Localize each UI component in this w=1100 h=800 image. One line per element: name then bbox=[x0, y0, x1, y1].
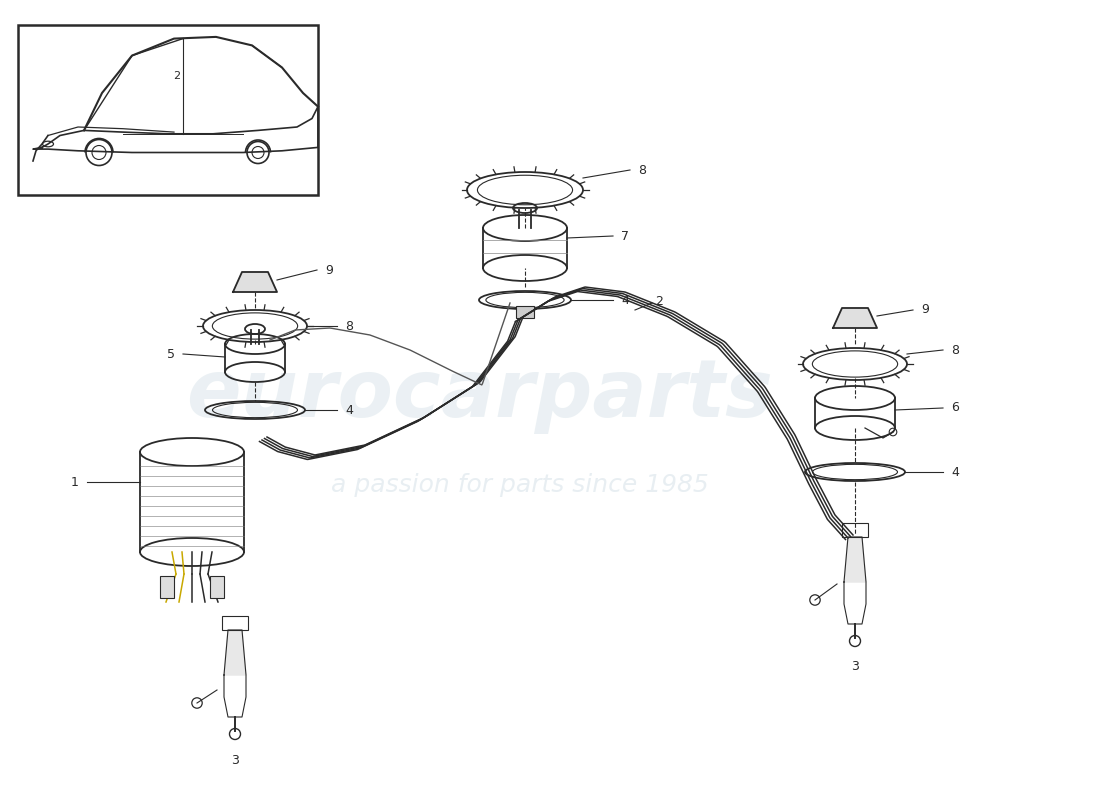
Polygon shape bbox=[844, 537, 866, 582]
Text: 8: 8 bbox=[638, 163, 646, 177]
Polygon shape bbox=[233, 272, 277, 292]
Text: 3: 3 bbox=[231, 754, 239, 766]
Text: 9: 9 bbox=[921, 303, 928, 317]
Text: 6: 6 bbox=[952, 402, 959, 414]
Bar bbox=[210, 576, 224, 598]
Bar bbox=[18, 25, 318, 195]
Text: 2: 2 bbox=[174, 71, 180, 81]
Text: 3: 3 bbox=[851, 661, 859, 674]
Bar bbox=[516, 306, 534, 318]
Bar bbox=[222, 616, 248, 630]
Text: 7: 7 bbox=[621, 230, 629, 242]
Text: eurocarparts: eurocarparts bbox=[187, 356, 773, 434]
Text: 4: 4 bbox=[621, 294, 629, 306]
Polygon shape bbox=[833, 308, 877, 328]
Text: 8: 8 bbox=[345, 319, 353, 333]
Text: 1: 1 bbox=[72, 475, 79, 489]
Text: 8: 8 bbox=[952, 343, 959, 357]
Polygon shape bbox=[224, 630, 246, 675]
Bar bbox=[842, 523, 868, 537]
Bar bbox=[160, 576, 174, 598]
Text: a passion for parts since 1985: a passion for parts since 1985 bbox=[331, 473, 708, 497]
Text: 2: 2 bbox=[654, 295, 663, 309]
Text: 5: 5 bbox=[167, 347, 175, 361]
Text: 9: 9 bbox=[324, 263, 333, 277]
Text: 4: 4 bbox=[345, 403, 353, 417]
Text: 4: 4 bbox=[952, 466, 959, 478]
